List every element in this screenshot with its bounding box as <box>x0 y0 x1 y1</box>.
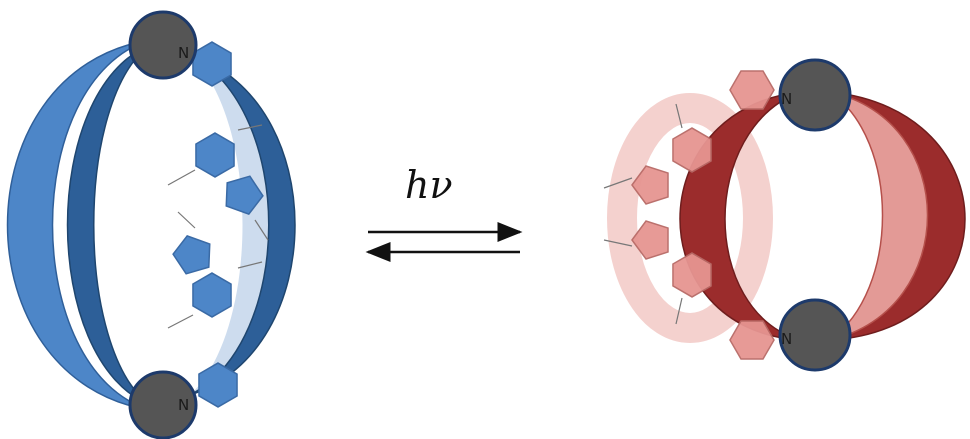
atom-label: N <box>178 44 189 62</box>
diagram: N N hν N N <box>0 0 970 439</box>
left-structure: N N <box>8 12 296 438</box>
arrow-label: hν <box>405 163 453 207</box>
equilibrium-arrows: hν <box>368 163 520 252</box>
ring-dark <box>680 92 800 340</box>
atom-label: N <box>781 330 792 348</box>
pentagon <box>168 233 216 280</box>
atom-label: N <box>178 396 189 414</box>
right-structure: N N <box>604 60 965 370</box>
atom-label: N <box>781 90 792 108</box>
